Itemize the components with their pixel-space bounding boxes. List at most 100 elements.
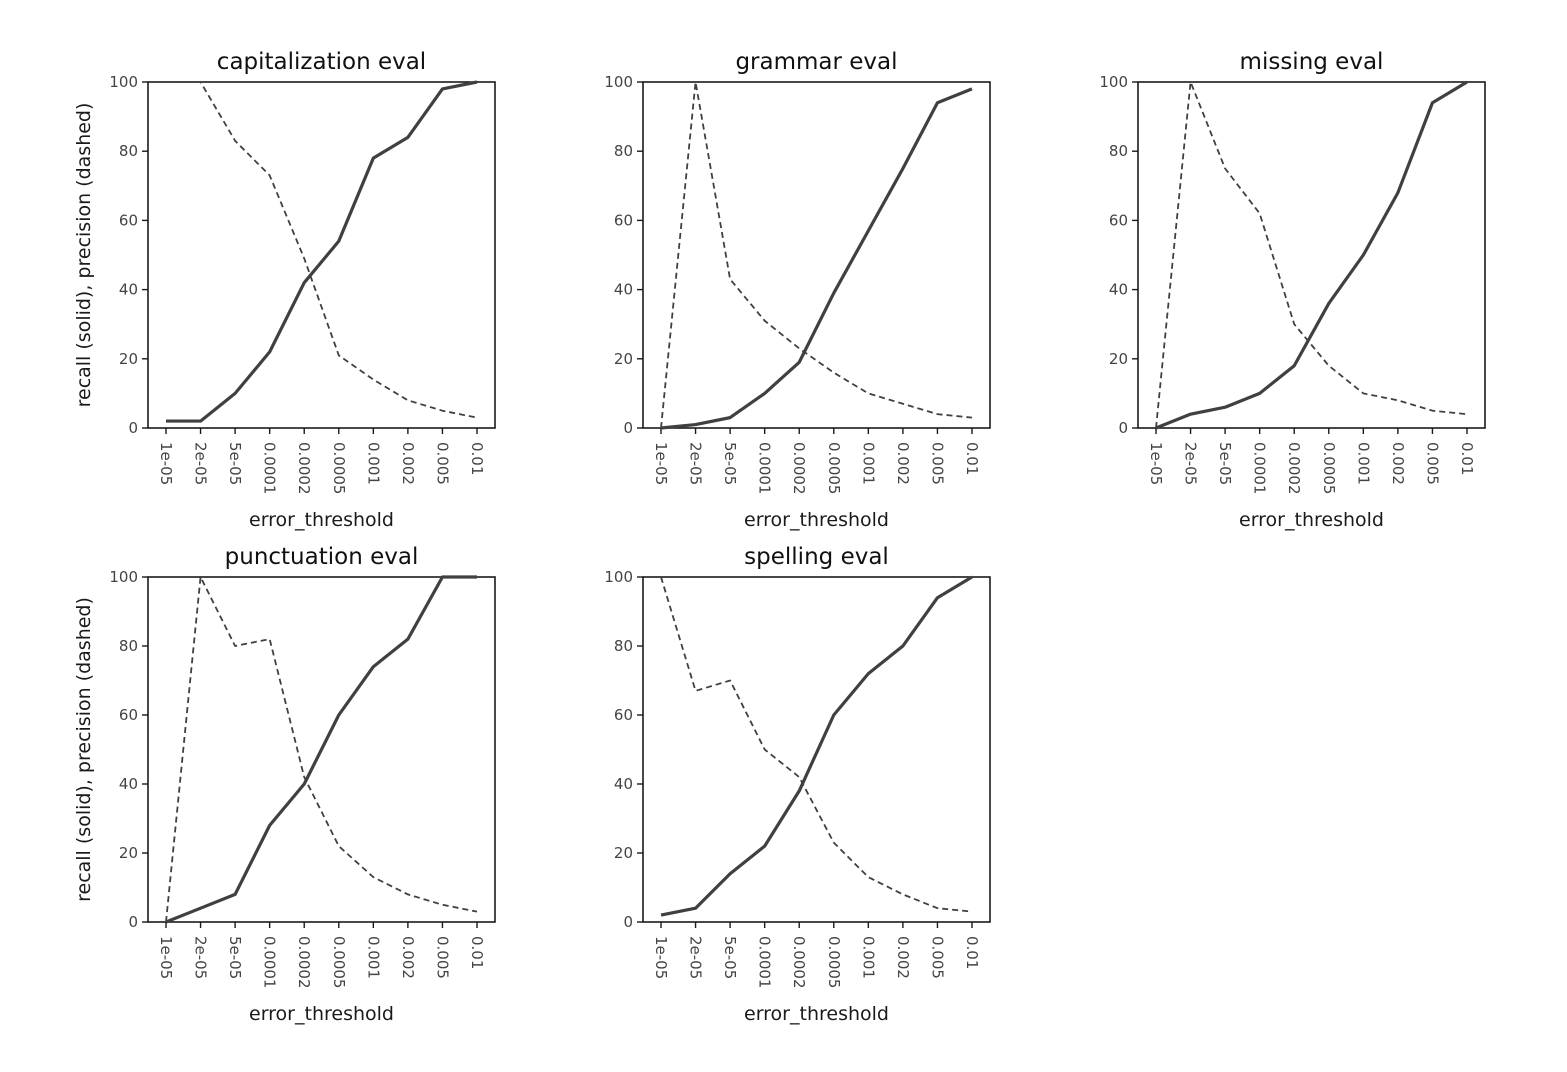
chart-panel-1: 0 20 40 60 80 100 1e-05 2e-05 5e-05 0.0001 0.0002 0… (73, 49, 496, 531)
precision-point (1466, 413, 1468, 415)
x-tick-label: 5e-05 (226, 936, 244, 979)
y-tick-label: 60 (1109, 211, 1128, 229)
x-tick-label: 1e-05 (157, 442, 175, 485)
y-axis-label: recall (solid), precision (dashed) (73, 597, 95, 902)
x-tick-label: 2e-05 (192, 936, 210, 979)
recall-point (902, 645, 904, 647)
recall-point (372, 666, 374, 668)
recall-point (476, 81, 478, 83)
recall-point (1362, 254, 1364, 256)
x-tick-label: 2e-05 (687, 442, 705, 485)
x-tick-label: 5e-05 (226, 442, 244, 485)
chart-title: capitalization eval (217, 49, 426, 75)
recall-point (1431, 102, 1433, 104)
recall-line (166, 80, 478, 423)
precision-point (902, 403, 904, 405)
recall-point (798, 790, 800, 792)
recall-point (660, 914, 662, 916)
recall-point (867, 230, 869, 232)
x-tick-label: 1e-05 (652, 936, 670, 979)
precision-point (1293, 323, 1295, 325)
precision-point (729, 278, 731, 280)
recall-point (936, 597, 938, 599)
precision-point (234, 645, 236, 647)
y-axis-label: recall (solid), precision (dashed) (73, 103, 95, 408)
y-tick-label: 100 (1099, 73, 1128, 91)
chart-title: grammar eval (735, 49, 897, 75)
x-tick-label: 0.001 (364, 442, 382, 485)
y-tick-label: 20 (614, 844, 633, 862)
precision-point (199, 576, 201, 578)
x-tick-label: 0.01 (963, 936, 981, 969)
recall-point (729, 416, 731, 418)
y-tick-label: 80 (1109, 142, 1128, 160)
x-tick-label: 5e-05 (721, 442, 739, 485)
x-tick-label: 2e-05 (687, 936, 705, 979)
y-tick-label: 80 (119, 637, 138, 655)
precision-point (902, 893, 904, 895)
recall-point (694, 423, 696, 425)
precision-point (268, 174, 270, 176)
recall-point (234, 893, 236, 895)
recall-point (1258, 392, 1260, 394)
recall-point (833, 292, 835, 294)
y-tick-label: 0 (128, 913, 138, 931)
precision-point (234, 140, 236, 142)
x-tick-label: 5e-05 (721, 936, 739, 979)
x-axis-label: error_threshold (1239, 509, 1384, 531)
precision-point (971, 416, 973, 418)
y-tick-label: 20 (119, 844, 138, 862)
recall-point (199, 420, 201, 422)
recall-point (268, 824, 270, 826)
x-tick-label: 0.0002 (295, 442, 313, 495)
recall-point (936, 102, 938, 104)
x-tick-label: 0.0001 (261, 936, 279, 989)
precision-point (729, 679, 731, 681)
x-tick-label: 0.0001 (1251, 442, 1269, 495)
recall-point (441, 88, 443, 90)
x-tick-label: 0.0001 (756, 442, 774, 495)
x-tick-label: 0.0005 (1320, 442, 1338, 495)
precision-point (936, 413, 938, 415)
chart-panel-3: 0 20 40 60 80 100 1e-05 2e-05 5e-05 0.0001 0.0002 0… (1099, 49, 1486, 531)
recall-point (694, 907, 696, 909)
x-axis-label: error_threshold (744, 1003, 889, 1025)
precision-point (763, 748, 765, 750)
x-tick-label: 0.002 (894, 442, 912, 485)
x-tick-label: 0.002 (399, 936, 417, 979)
precision-point (798, 776, 800, 778)
recall-line (660, 87, 973, 430)
y-tick-label: 40 (119, 775, 138, 793)
precision-point (441, 904, 443, 906)
x-tick-label: 2e-05 (1182, 442, 1200, 485)
x-tick-label: 1e-05 (652, 442, 670, 485)
precision-line (1155, 81, 1468, 429)
chart-title: missing eval (1240, 49, 1384, 75)
y-tick-label: 20 (614, 350, 633, 368)
chart-panel-2: 0 20 40 60 80 100 1e-05 2e-05 5e-05 0.0001 0.0002 0… (604, 49, 991, 531)
y-tick-label: 40 (614, 775, 633, 793)
y-tick-label: 60 (119, 706, 138, 724)
precision-point (476, 910, 478, 912)
precision-point (1224, 167, 1226, 169)
x-tick-label: 5e-05 (1216, 442, 1234, 485)
precision-point (303, 776, 305, 778)
y-tick-label: 60 (119, 211, 138, 229)
x-tick-label: 0.0002 (1285, 442, 1303, 495)
y-tick-label: 80 (614, 637, 633, 655)
chart-title: punctuation eval (225, 544, 419, 570)
x-tick-label: 0.001 (1354, 442, 1372, 485)
y-tick-label: 80 (119, 142, 138, 160)
precision-point (407, 893, 409, 895)
y-tick-label: 60 (614, 706, 633, 724)
axes-frame (642, 576, 991, 923)
precision-point (372, 876, 374, 878)
precision-point (660, 427, 662, 429)
y-tick-label: 40 (119, 281, 138, 299)
precision-point (476, 416, 478, 418)
x-tick-label: 2e-05 (192, 442, 210, 485)
x-axis-label: error_threshold (249, 509, 394, 531)
x-tick-label: 0.0005 (330, 936, 348, 989)
x-tick-label: 0.001 (364, 936, 382, 979)
recall-point (338, 714, 340, 716)
